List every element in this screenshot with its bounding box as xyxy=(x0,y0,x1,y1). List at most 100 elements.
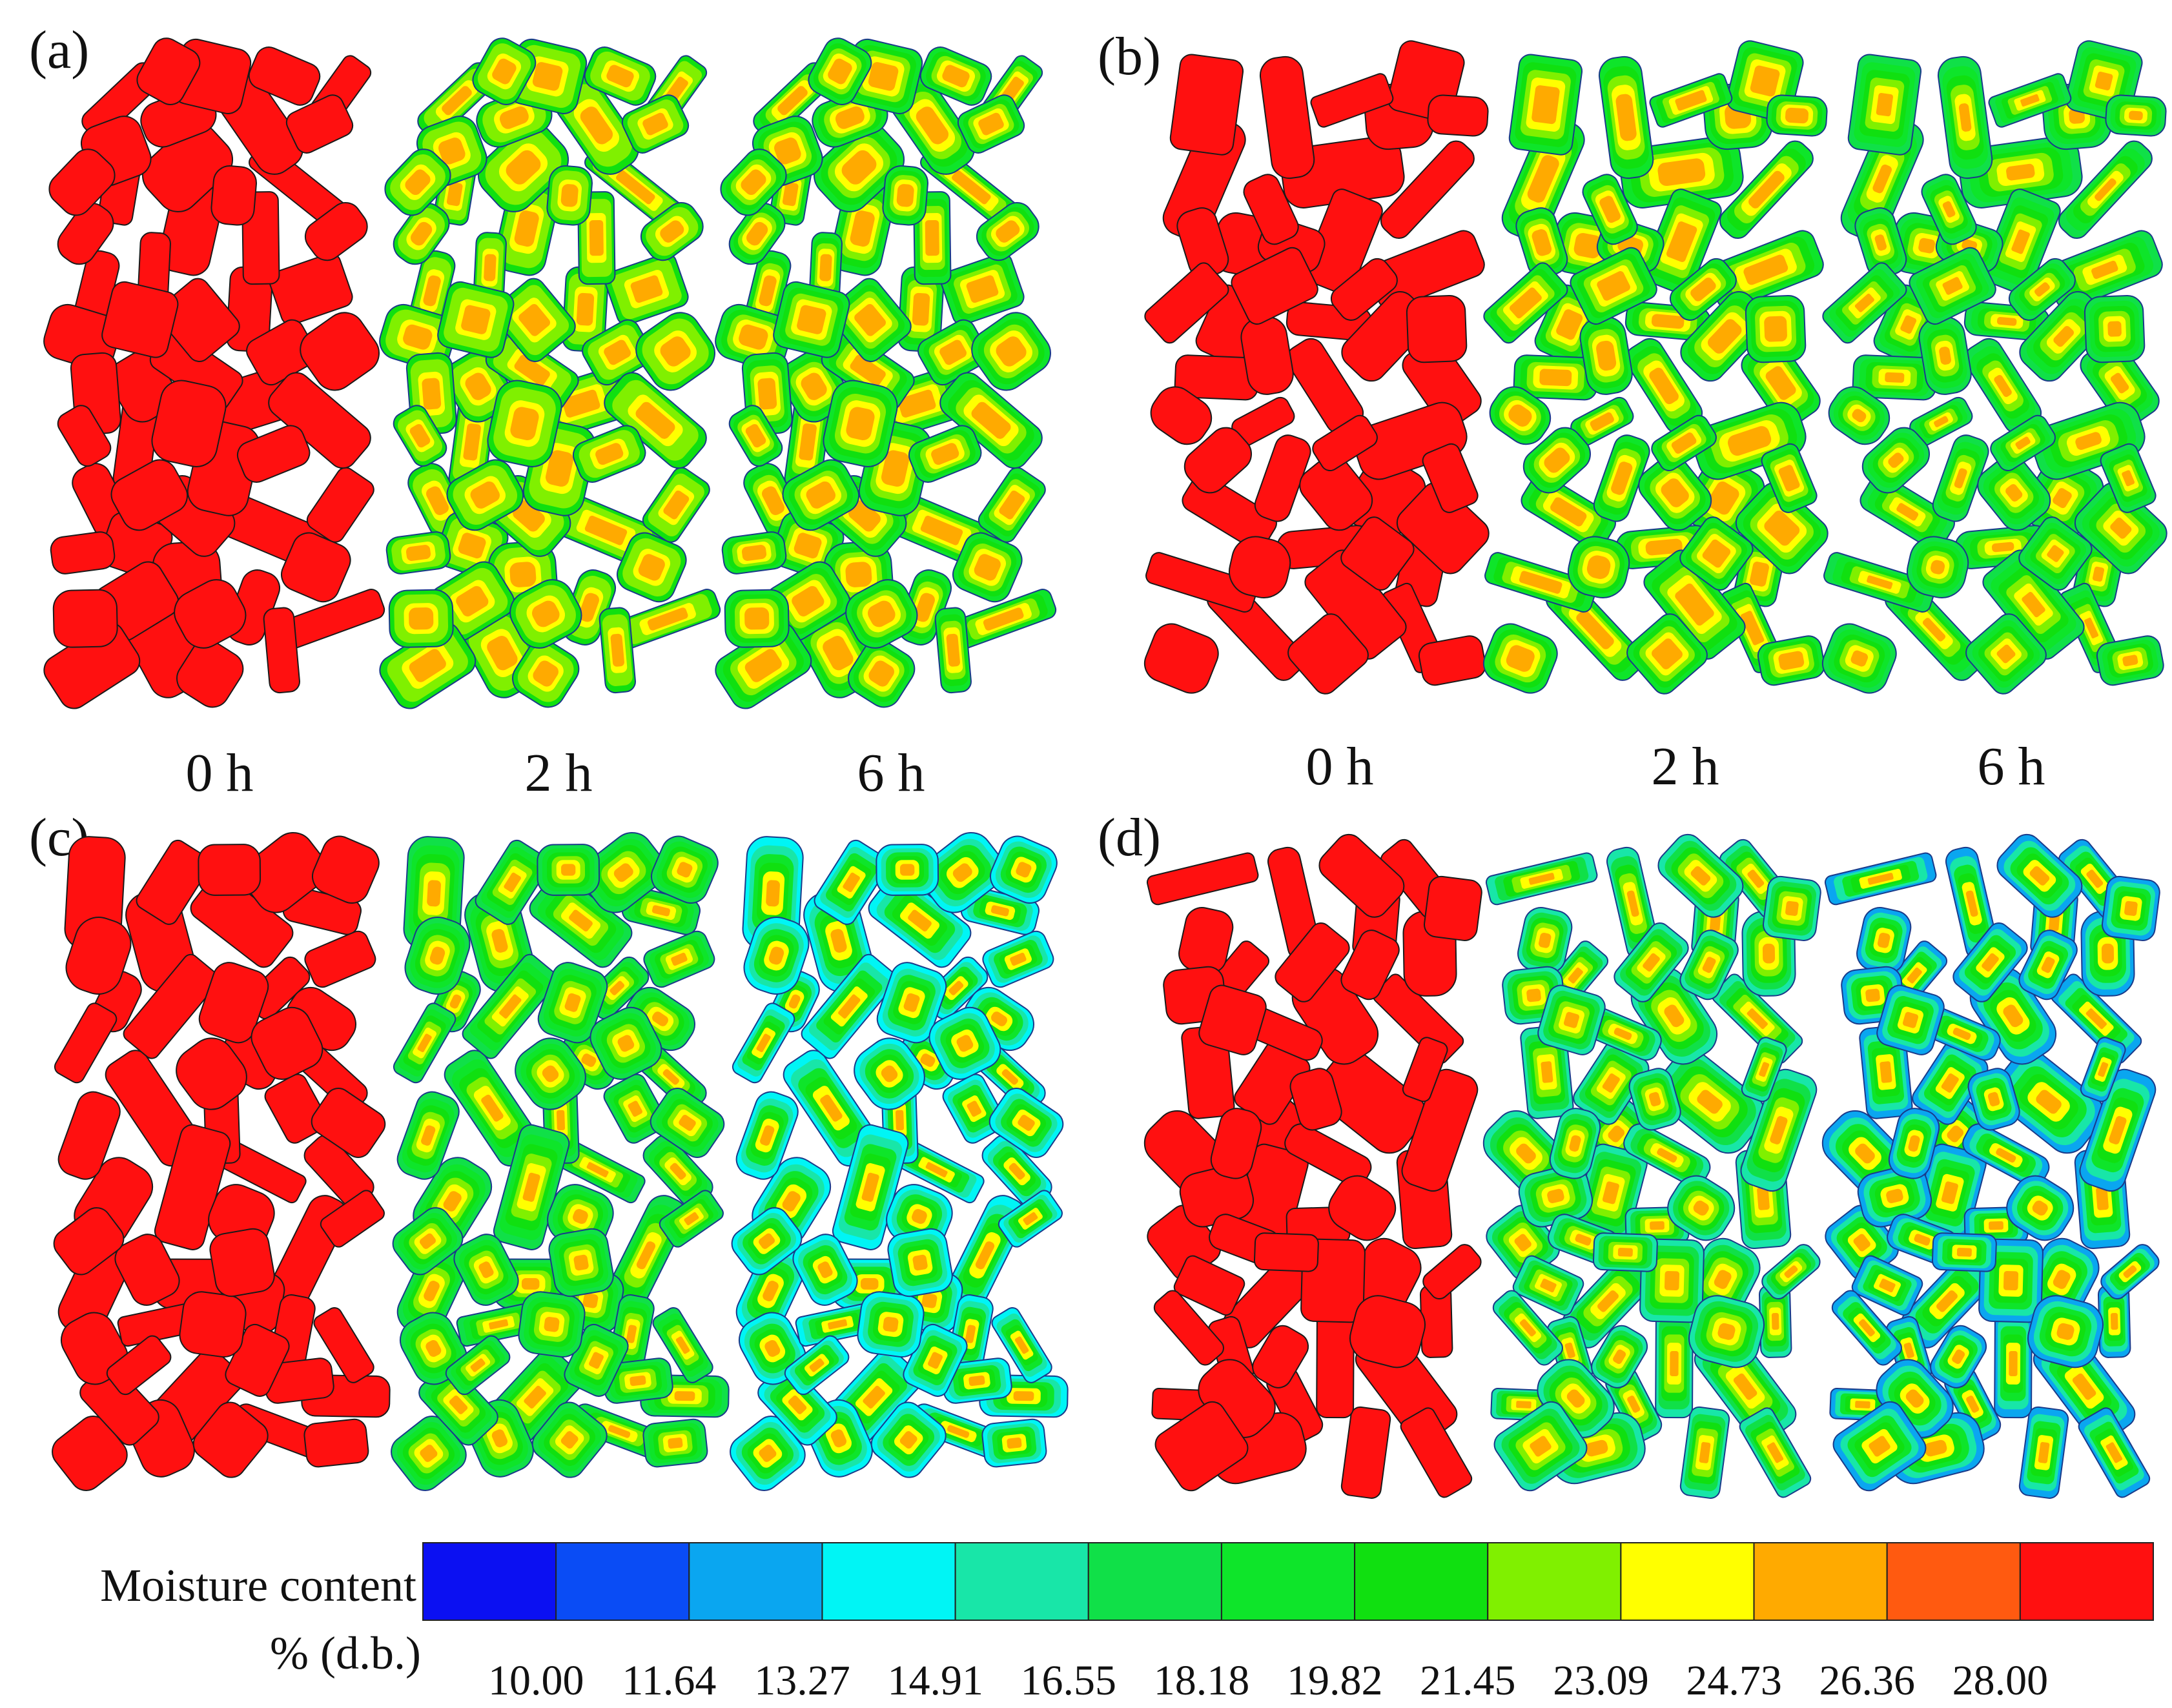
grain-particle xyxy=(882,165,928,226)
grain-particle xyxy=(1828,386,1890,445)
grain-particle xyxy=(1401,1068,1479,1192)
grain-particle xyxy=(604,372,707,469)
grain-particle xyxy=(728,405,783,467)
grain-particle xyxy=(453,1234,519,1306)
grain-particle xyxy=(1994,1308,2033,1419)
grain-particle xyxy=(848,639,916,708)
grain-particle xyxy=(1655,1308,1694,1419)
particle-column-2h xyxy=(1482,40,1829,695)
grain-particle xyxy=(1173,1255,1245,1316)
grain-particle xyxy=(1592,1232,1658,1272)
panel-b-label: (b) xyxy=(1098,26,1161,86)
grain-particle xyxy=(1289,1068,1342,1131)
grain-particle xyxy=(1299,454,1373,531)
grain-particle xyxy=(589,1006,662,1080)
colorbar-cell xyxy=(422,1542,557,1621)
particle-column-0h xyxy=(1143,833,1482,1499)
grain-particle xyxy=(1821,623,1897,694)
grain-particle xyxy=(602,1357,673,1404)
grain-particle xyxy=(1824,852,1937,906)
grain-particle xyxy=(1284,1123,1372,1188)
grain-particle xyxy=(642,467,710,543)
grain-particle xyxy=(512,639,580,708)
grain-particle xyxy=(1316,1308,1355,1419)
grain-particle xyxy=(123,953,220,1059)
grain-particle xyxy=(1888,1108,1940,1179)
grain-particle xyxy=(1651,414,1717,471)
grain-particle xyxy=(952,532,1023,603)
grain-particle xyxy=(1312,414,1378,471)
colorbar-cell xyxy=(1087,1542,1222,1621)
grain-particle xyxy=(106,1335,172,1396)
grain-particle xyxy=(57,202,114,265)
grain-particle xyxy=(571,1403,668,1460)
particle-column-0h xyxy=(1143,40,1490,695)
grain-particle xyxy=(485,329,579,411)
grain-particle xyxy=(418,1364,498,1446)
colorbar-tick-label: 11.64 xyxy=(622,1657,716,1704)
grain-particle xyxy=(604,252,689,325)
grain-particle xyxy=(1243,174,1299,245)
grain-particle xyxy=(728,202,786,265)
grain-particle xyxy=(313,1306,374,1383)
grain-particle xyxy=(919,46,992,106)
grain-particle xyxy=(1679,1406,1730,1499)
colorbar-cell xyxy=(954,1542,1089,1621)
panel-b-columns xyxy=(1143,40,2167,695)
grain-particle xyxy=(1591,1325,1648,1388)
grain-particle xyxy=(989,1088,1064,1158)
grain-particle xyxy=(537,844,600,896)
grain-particle xyxy=(857,1291,925,1358)
grain-particle xyxy=(306,467,374,543)
grain-particle xyxy=(1688,1295,1765,1368)
grain-particle xyxy=(1259,56,1315,179)
grain-particle xyxy=(396,1246,467,1336)
grain-particle xyxy=(1965,613,2047,695)
panel-a-label: (a) xyxy=(29,20,89,80)
grain-particle xyxy=(941,1357,1012,1404)
grain-particle xyxy=(991,1306,1052,1383)
grain-particle xyxy=(1406,294,1468,363)
grain-particle xyxy=(1567,536,1630,598)
grain-particle xyxy=(1679,930,1739,1001)
colorbar-cell xyxy=(1354,1542,1489,1621)
grain-particle xyxy=(1579,316,1633,395)
grain-particle xyxy=(477,122,569,212)
grain-particle xyxy=(384,148,451,216)
grain-particle xyxy=(599,607,636,694)
grain-particle xyxy=(757,1364,837,1446)
grain-particle xyxy=(808,37,872,105)
grain-particle xyxy=(1996,833,2083,918)
grain-particle xyxy=(1649,73,1733,128)
grain-particle xyxy=(393,405,447,467)
colorbar-tick-label: 14.91 xyxy=(887,1657,983,1704)
grain-particle xyxy=(1852,354,1937,401)
grain-particle xyxy=(1570,396,1634,447)
grain-particle xyxy=(735,1091,799,1180)
grain-particle xyxy=(493,1124,570,1250)
colorbar-tick-label: 13.27 xyxy=(754,1657,850,1704)
grain-particle xyxy=(801,953,898,1059)
panel-a-time-0h: 0 h xyxy=(186,743,254,803)
grain-particle xyxy=(1757,635,1825,686)
grain-particle xyxy=(1857,1164,1932,1228)
grain-particle xyxy=(2078,1407,2151,1498)
grain-particle xyxy=(735,1246,806,1336)
grain-particle xyxy=(1330,258,1398,321)
grain-particle xyxy=(151,380,227,467)
grain-particle xyxy=(1937,56,1993,179)
grain-particle xyxy=(1210,1108,1262,1179)
grain-particle xyxy=(1930,1325,1987,1388)
grain-particle xyxy=(876,962,947,1044)
grain-particle xyxy=(1517,907,1573,974)
grain-particle xyxy=(179,1291,247,1358)
grain-particle xyxy=(582,319,653,386)
grain-particle xyxy=(1584,1007,1662,1061)
colorbar-cell xyxy=(1220,1542,1356,1621)
colorbar-cells xyxy=(422,1542,2155,1621)
grain-particle xyxy=(720,148,787,216)
grain-particle xyxy=(548,1228,614,1297)
colorbar-cell xyxy=(821,1542,956,1621)
grain-particle xyxy=(1641,188,1722,295)
grain-particle xyxy=(429,561,515,642)
